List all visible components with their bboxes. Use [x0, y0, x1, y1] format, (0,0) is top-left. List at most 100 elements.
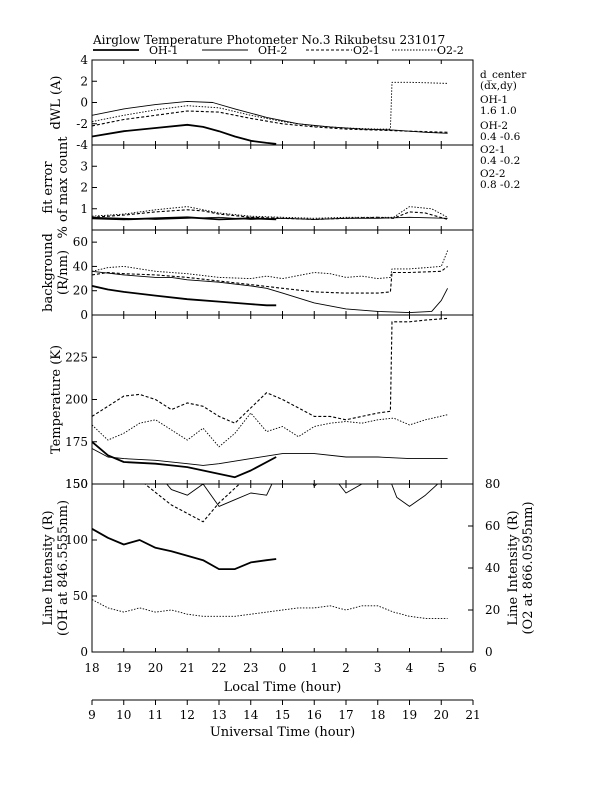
- series-temperature-o2-1: [92, 317, 448, 424]
- x-local-tick-label: 4: [406, 661, 414, 675]
- panel-fit: 1 2 3 fit error% of max count: [41, 136, 474, 239]
- panel-dwl: -4 -2 0 2 4 dWL (A): [49, 53, 474, 152]
- x-local-tick-label: 1: [310, 661, 318, 675]
- x-universal-tick-label: 13: [211, 708, 226, 722]
- y-tick-label-dwl: 0: [80, 96, 88, 110]
- series-fit-o2-2: [92, 206, 448, 219]
- series-fit-oh-1: [92, 216, 277, 221]
- x-universal-axis-title: Universal Time (hour): [210, 725, 355, 740]
- series-temperature-oh-1: [92, 441, 277, 479]
- y-right-tick-label-intensity: 20: [485, 603, 500, 617]
- panel-frame-dwl: [91, 59, 474, 146]
- series-fit-o2-1: [92, 209, 448, 220]
- x-universal-tick-label: 10: [116, 708, 131, 722]
- panel-frame-intensity: [91, 483, 474, 653]
- note-3: 1.6 1.0: [480, 105, 517, 117]
- chart-title: Airglow Temperature Photometer No.3 Riku…: [92, 33, 445, 47]
- x-universal-tick-label: 11: [148, 708, 163, 722]
- x-universal-tick-label: 15: [275, 708, 290, 722]
- x-universal-tick-label: 18: [370, 708, 385, 722]
- y-axis-title-dwl: dWL (A): [49, 76, 64, 130]
- legend-label-oh-2: OH-2: [258, 44, 287, 57]
- y-tick-label-temperature: 150: [65, 477, 88, 491]
- panel-background: 0 20 40 60 background (R/nm): [41, 229, 474, 322]
- y-tick-label-fit: 1: [80, 202, 88, 216]
- x-local-tick-label: 5: [437, 661, 445, 675]
- x-universal-tick-label: 9: [88, 708, 96, 722]
- series-intensity-oh-2: [166, 484, 439, 507]
- y-axis-title-fit: fit error: [41, 161, 56, 214]
- series-dwl-oh-2: [92, 100, 448, 134]
- x-local-tick-label: 23: [243, 661, 258, 675]
- note-1: (dx,dy): [480, 80, 517, 92]
- note-2: OH-1: [480, 94, 508, 106]
- legend: OH-1 OH-2 O2-1 O2-2: [93, 44, 464, 57]
- y-tick-label-dwl: -2: [76, 117, 88, 131]
- x-universal-tick-label: 19: [402, 708, 417, 722]
- x-local-tick-label: 18: [84, 661, 99, 675]
- x-local-tick-label: 22: [211, 661, 226, 675]
- series-dwl-o2-1: [92, 110, 448, 133]
- series-temperature-o2-2: [92, 412, 448, 448]
- x-local-tick-label: 20: [148, 661, 163, 675]
- y-tick-label-intensity: 50: [73, 589, 88, 603]
- y-tick-label-dwl: -4: [76, 138, 88, 152]
- y-tick-label-fit: 2: [80, 181, 88, 195]
- series-intensity-oh-1: [92, 528, 277, 570]
- legend-label-o2-2: O2-2: [437, 44, 464, 57]
- x-universal-tick-label: 12: [180, 708, 195, 722]
- x-universal-tick-label: 16: [307, 708, 322, 722]
- y-right-tick-label-intensity: 0: [485, 645, 493, 659]
- x-local-tick-label: 0: [279, 661, 287, 675]
- note-9: 0.8 -0.2: [480, 179, 520, 191]
- series-background-o2-1: [92, 265, 448, 294]
- y-tick-label-dwl: 4: [80, 53, 88, 67]
- x-universal-tick-label: 21: [465, 708, 480, 722]
- y-tick-label-background: 0: [80, 308, 88, 322]
- y-tick-label-background: 60: [73, 235, 88, 249]
- y-axis-subtitle-background: (R/nm): [56, 250, 71, 295]
- y-tick-label-intensity: 150: [65, 477, 88, 491]
- legend-label-o2-1: O2-1: [353, 44, 380, 57]
- series-background-oh-2: [92, 270, 448, 314]
- y-tick-label-background: 20: [73, 284, 88, 298]
- note-6: O2-1: [480, 144, 506, 156]
- series-background-o2-2: [92, 250, 449, 280]
- y-right-axis-subtitle-intensity: (O2 at 866.0595nm): [521, 501, 536, 634]
- series-intensity-o2-2: [92, 599, 448, 619]
- y-right-tick-label-intensity: 80: [485, 477, 500, 491]
- note-5: 0.4 -0.6: [480, 131, 521, 143]
- y-axis-subtitle-intensity: (OH at 846.5555nm): [56, 500, 71, 636]
- series-dwl-oh-1: [92, 123, 277, 145]
- x-local-tick-label: 2: [342, 661, 350, 675]
- x-local-tick-label: 19: [116, 661, 131, 675]
- y-right-axis-title-intensity: Line Intensity (R): [506, 510, 521, 625]
- series-dwl-o2-2: [92, 81, 448, 130]
- y-right-tick-label-intensity: 40: [485, 561, 500, 575]
- x-universal-tick-label: 20: [434, 708, 449, 722]
- notes: d_center(dx,dy)OH-11.6 1.0OH-20.4 -0.6O2…: [480, 69, 527, 191]
- note-4: OH-2: [480, 120, 508, 132]
- x-local-axis-title: Local Time (hour): [224, 680, 342, 695]
- legend-label-oh-1: OH-1: [149, 44, 178, 57]
- x-local-tick-label: 21: [180, 661, 195, 675]
- y-axis-title-intensity: Line Intensity (R): [41, 510, 56, 625]
- x-universal-tick-label: 17: [338, 708, 353, 722]
- y-axis-subtitle-fit: % of max count: [56, 136, 71, 239]
- series-background-oh-1: [92, 285, 277, 307]
- series-temperature-oh-2: [92, 448, 448, 466]
- y-tick-label-temperature: 225: [65, 350, 88, 364]
- y-axis-title-temperature: Temperature (K): [49, 345, 64, 454]
- x-local-tick-label: 3: [374, 661, 382, 675]
- y-right-tick-label-intensity: 60: [485, 519, 500, 533]
- y-axis-title-background: background: [41, 233, 56, 312]
- y-tick-label-intensity: 100: [65, 533, 88, 547]
- y-tick-label-dwl: 2: [80, 74, 88, 88]
- y-tick-label-fit: 3: [80, 159, 88, 173]
- y-tick-label-temperature: 200: [65, 393, 88, 407]
- y-tick-label-temperature: 175: [65, 435, 88, 449]
